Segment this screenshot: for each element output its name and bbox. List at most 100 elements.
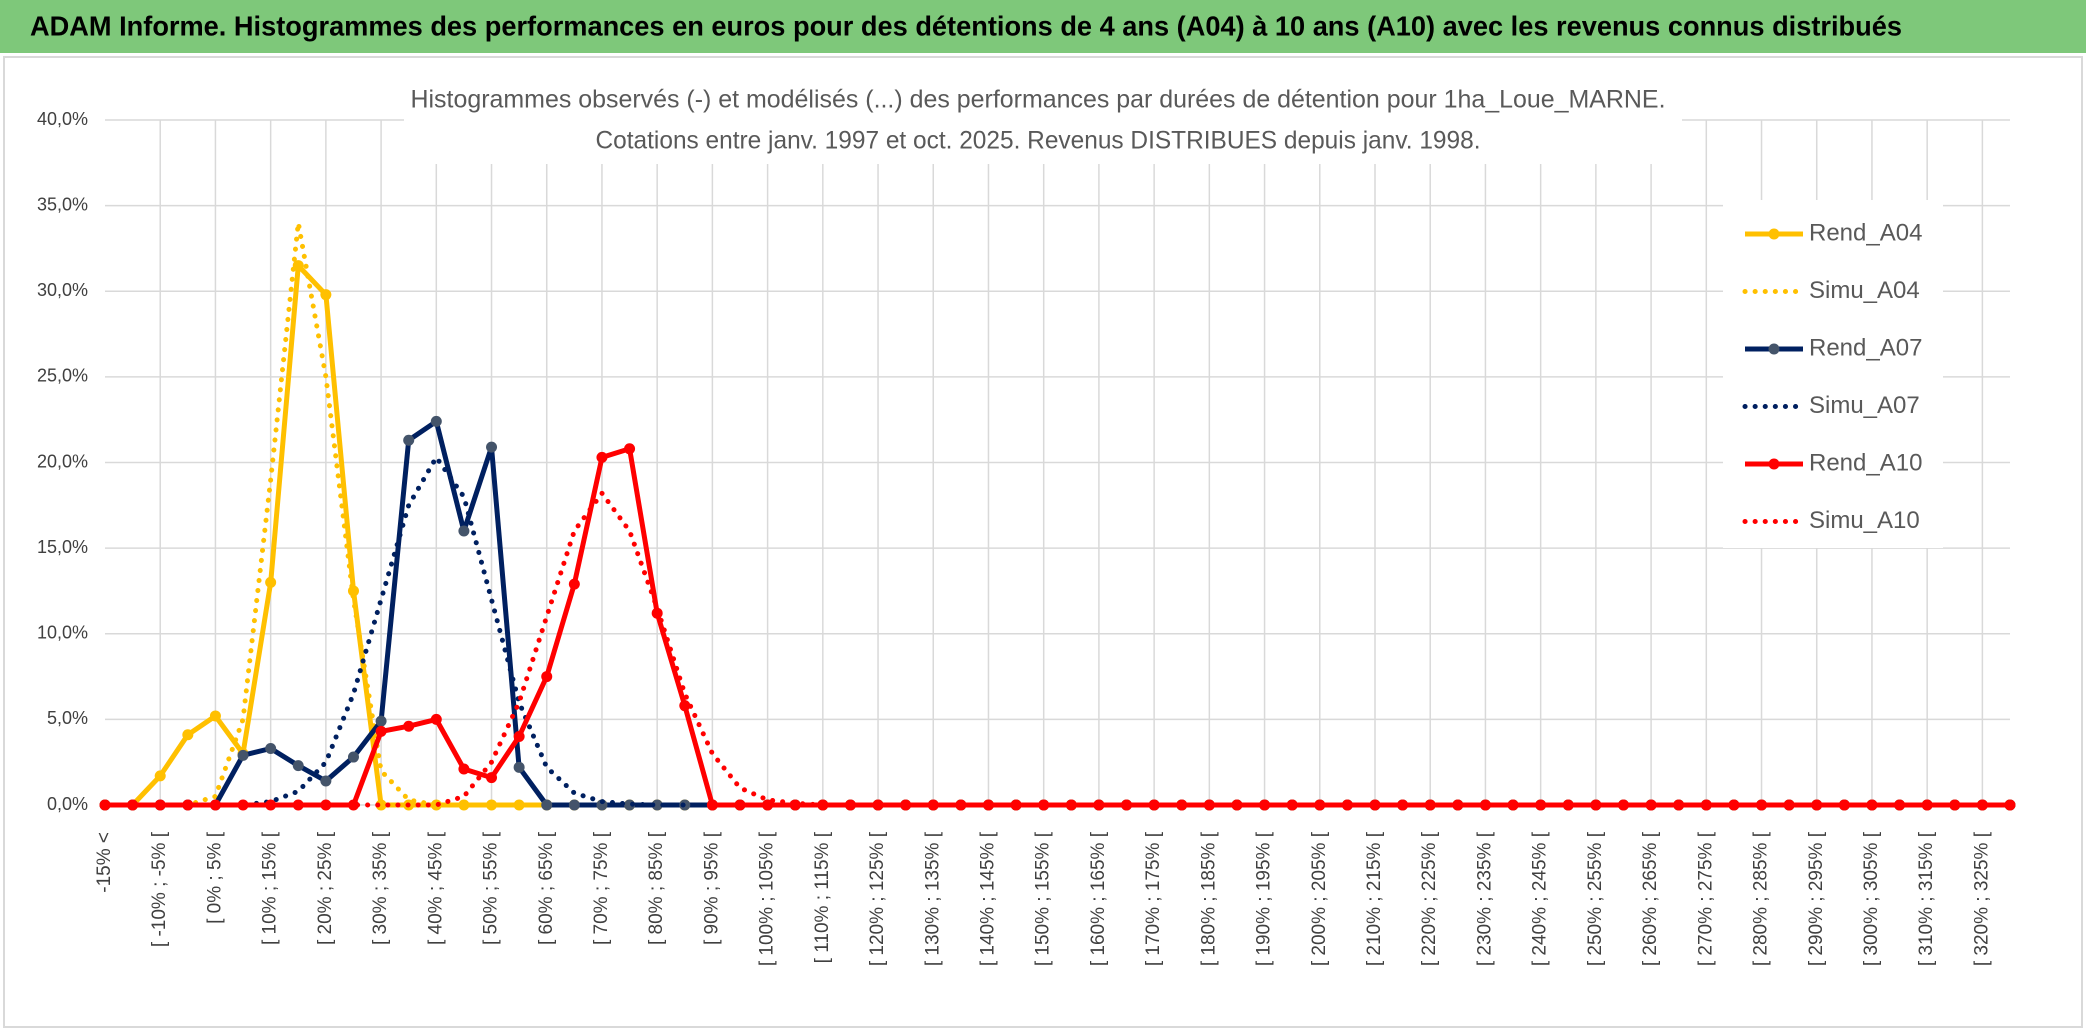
- legend-marker: [1768, 458, 1780, 470]
- x-tick-label: [ 210% ; 215% [: [1364, 831, 1385, 966]
- x-tick-label: [ 190% ; 195% [: [1254, 831, 1275, 966]
- x-tick-label: [ 10% ; 15% [: [260, 831, 281, 945]
- marker: [127, 799, 139, 811]
- marker: [375, 799, 387, 811]
- marker: [1590, 799, 1602, 811]
- x-tick-label: [ 70% ; 75% [: [591, 831, 612, 945]
- x-tick-label: [ 170% ; 175% [: [1143, 831, 1164, 966]
- x-tick-label: [ 270% ; 275% [: [1695, 831, 1716, 966]
- marker: [1479, 799, 1491, 811]
- x-tick-label: [ 130% ; 135% [: [922, 831, 943, 966]
- legend-label: Simu_A10: [1809, 507, 1920, 534]
- marker: [1369, 799, 1381, 811]
- marker: [209, 710, 221, 722]
- marker: [513, 761, 525, 773]
- marker: [2004, 799, 2016, 811]
- x-tick-label: [ 60% ; 65% [: [536, 831, 557, 945]
- marker: [347, 799, 359, 811]
- banner: [0, 0, 2086, 53]
- marker: [403, 434, 415, 446]
- marker: [486, 441, 498, 453]
- marker: [1894, 799, 1906, 811]
- marker: [541, 671, 553, 683]
- x-tick-label: [ 250% ; 255% [: [1585, 831, 1606, 966]
- legend-label: Rend_A04: [1809, 219, 1922, 246]
- marker: [513, 799, 525, 811]
- marker: [292, 760, 304, 772]
- marker: [762, 799, 774, 811]
- x-tick-label: [ 30% ; 35% [: [370, 831, 391, 945]
- legend-label: Simu_A07: [1809, 392, 1920, 419]
- marker: [265, 576, 277, 588]
- marker: [1286, 799, 1298, 811]
- marker: [1176, 799, 1188, 811]
- marker: [1203, 799, 1215, 811]
- marker: [955, 799, 967, 811]
- marker: [872, 799, 884, 811]
- marker: [1093, 799, 1105, 811]
- x-tick-label: [ 310% ; 315% [: [1916, 831, 1937, 966]
- x-tick-label: [ 280% ; 285% [: [1751, 831, 1772, 966]
- marker: [679, 700, 691, 712]
- marker: [237, 749, 249, 761]
- legend-box: [1723, 200, 1943, 548]
- marker: [486, 772, 498, 784]
- legend-label: Simu_A04: [1809, 277, 1920, 304]
- y-tick-label: 15,0%: [37, 537, 88, 557]
- x-tick-label: [ 90% ; 95% [: [701, 831, 722, 945]
- x-tick-label: [ 120% ; 125% [: [867, 831, 888, 966]
- marker: [458, 763, 470, 775]
- title-bg: [404, 80, 1682, 164]
- x-tick-label: [ 50% ; 55% [: [481, 831, 502, 945]
- x-tick-label: [ 100% ; 105% [: [757, 831, 778, 966]
- x-tick-label: [ 200% ; 205% [: [1309, 831, 1330, 966]
- marker: [706, 799, 718, 811]
- marker: [265, 799, 277, 811]
- x-tick-label: [ 0% ; 5% [: [204, 831, 225, 924]
- x-tick-label: [ 220% ; 225% [: [1419, 831, 1440, 966]
- marker: [844, 799, 856, 811]
- y-tick-label: 40,0%: [37, 109, 88, 129]
- marker: [237, 799, 249, 811]
- marker: [734, 799, 746, 811]
- marker: [430, 415, 442, 427]
- marker: [1673, 799, 1685, 811]
- marker: [1065, 799, 1077, 811]
- x-tick-label: [ 160% ; 165% [: [1088, 831, 1109, 966]
- x-tick-label: [ 300% ; 305% [: [1861, 831, 1882, 966]
- marker: [375, 725, 387, 737]
- x-tick-label: [ 150% ; 155% [: [1033, 831, 1054, 966]
- marker: [154, 770, 166, 782]
- y-tick-label: 30,0%: [37, 280, 88, 300]
- legend-marker: [1768, 343, 1780, 355]
- marker: [624, 443, 636, 455]
- chart-title: Histogrammes observés (-) et modélisés (…: [411, 86, 1666, 114]
- marker: [1617, 799, 1629, 811]
- x-tick-label: [ 260% ; 265% [: [1640, 831, 1661, 966]
- chart-subtitle: Cotations entre janv. 1997 et oct. 2025.…: [596, 127, 1481, 155]
- x-tick-label: [ 230% ; 235% [: [1474, 831, 1495, 966]
- x-tick-label: [ 180% ; 185% [: [1198, 831, 1219, 966]
- marker: [1507, 799, 1519, 811]
- marker: [1700, 799, 1712, 811]
- y-tick-label: 10,0%: [37, 623, 88, 643]
- marker: [568, 578, 580, 590]
- legend-label: Rend_A10: [1809, 449, 1922, 476]
- marker: [320, 775, 332, 787]
- x-tick-label: [ 40% ; 45% [: [425, 831, 446, 945]
- marker: [513, 731, 525, 742]
- marker: [182, 729, 194, 741]
- marker: [541, 799, 553, 811]
- marker: [1397, 799, 1409, 811]
- x-tick-label: [ 80% ; 85% [: [646, 831, 667, 945]
- x-tick-label: [ 240% ; 245% [: [1530, 831, 1551, 966]
- marker: [430, 713, 442, 725]
- x-tick-label: [ 110% ; 115% [: [812, 831, 833, 963]
- marker: [458, 525, 470, 537]
- legend: Rend_A04 Simu_A04 Rend_A07 Simu_A07 Rend_A10…: [1723, 200, 1943, 548]
- marker: [596, 451, 608, 463]
- x-tick-label: [ 140% ; 145% [: [977, 831, 998, 966]
- marker: [265, 742, 277, 754]
- y-tick-label: 0,0%: [47, 794, 88, 814]
